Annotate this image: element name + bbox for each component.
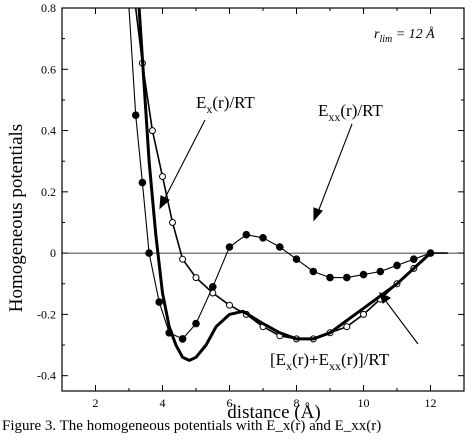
ex-point: [192, 274, 200, 282]
exx-point: [410, 255, 418, 264]
y-tick-label: 0.4: [41, 124, 56, 138]
exx-point: [326, 273, 334, 282]
x-tick-label: 12: [425, 396, 437, 410]
sum-label-arrow: [384, 299, 419, 345]
ex-arrow-head: [159, 195, 170, 210]
exx-point: [209, 283, 217, 291]
exx-point: [155, 298, 163, 306]
exx-label-arrow: [317, 123, 353, 213]
ex-point: [179, 255, 187, 263]
ex-point: [226, 301, 233, 309]
annotation-arrows: [159, 119, 419, 345]
exx-point: [343, 273, 351, 282]
y-axis-title: Homogeneous potentials: [6, 124, 27, 312]
exx-point: [138, 178, 147, 187]
x-tick-label: 4: [160, 396, 166, 410]
sum-series-label: [Ex(r)+Exx(r)]/RT: [270, 350, 390, 373]
ex-series-label: Ex(r)/RT: [196, 93, 255, 116]
x-tick-label: 10: [358, 396, 370, 410]
y-tick-label: 0.2: [41, 185, 56, 199]
exx-series-line: [128, 8, 448, 340]
plot-frame: [61, 7, 465, 392]
exx-point: [131, 111, 140, 119]
exx-point: [309, 267, 318, 276]
exx-point: [145, 249, 153, 257]
series-group: [128, 8, 449, 362]
exx-point: [259, 234, 267, 242]
exx-point: [376, 267, 385, 276]
sum-arrow-head: [379, 291, 392, 304]
x-tick-label: 8: [294, 396, 300, 410]
exx-point: [276, 243, 284, 251]
exx-point: [359, 270, 368, 279]
y-tick-label: 0: [50, 246, 56, 260]
figure-caption-fragment: Figure 3. The homogeneous potentials wit…: [2, 418, 382, 434]
ex-point: [343, 323, 351, 331]
exx-point: [292, 255, 301, 264]
exx-series-label: Exx(r)/RT: [318, 101, 383, 124]
y-tick-label: -0.2: [37, 307, 56, 321]
y-tick-label: 0.8: [41, 1, 56, 15]
ex-label-arrow: [163, 119, 206, 201]
ex-point: [159, 173, 166, 180]
exx-point: [225, 243, 234, 251]
exx-point: [178, 335, 187, 343]
ex-point: [148, 127, 156, 135]
ex-point: [360, 310, 367, 318]
exx-point: [192, 319, 200, 328]
x-tick-label: 6: [227, 396, 233, 410]
y-tick-label: -0.4: [37, 369, 56, 383]
exx-point: [393, 261, 401, 270]
exx-arrow-head: [313, 207, 323, 222]
ex-point: [169, 219, 176, 226]
sum-series-line: [137, 8, 432, 362]
x-tick-label: 2: [93, 396, 99, 410]
ex-series-line: [134, 8, 449, 340]
rlim-label: rlim = 12 Å: [374, 26, 435, 45]
x-axis-title: distance (Å): [227, 402, 320, 423]
y-tick-label: 0.6: [41, 62, 56, 76]
exx-point: [242, 230, 251, 239]
